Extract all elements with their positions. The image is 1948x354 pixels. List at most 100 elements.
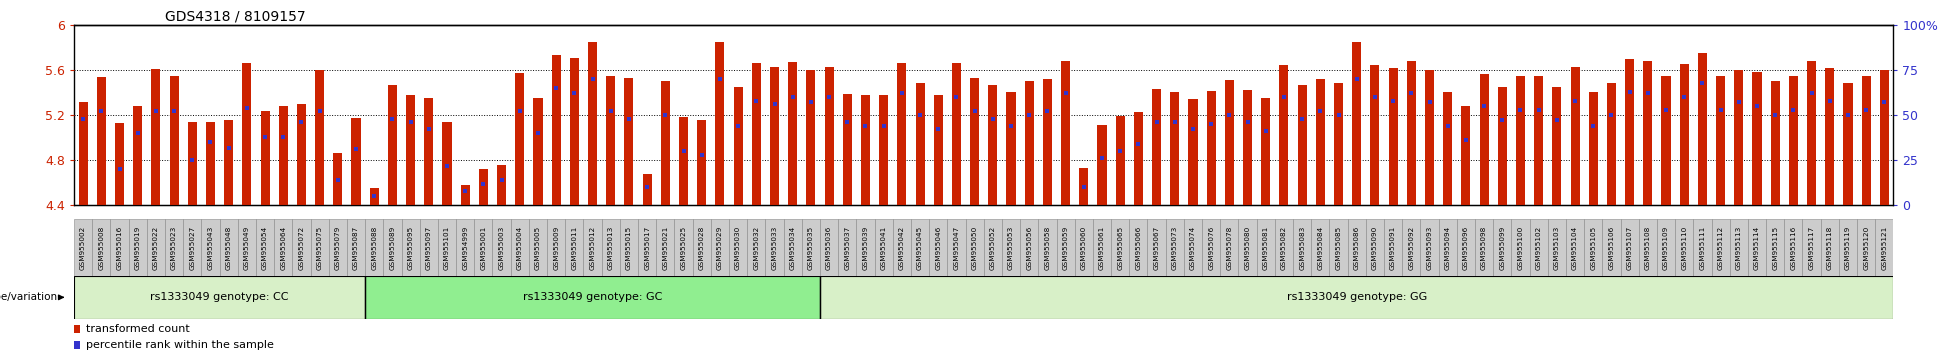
Text: rs1333049 genotype: GC: rs1333049 genotype: GC: [522, 292, 662, 302]
Bar: [1093, 219, 1110, 278]
Bar: [1366, 219, 1383, 278]
Bar: [169, 75, 179, 205]
Text: GSM955021: GSM955021: [662, 225, 668, 270]
Bar: [370, 188, 378, 205]
Bar: [947, 219, 966, 278]
Bar: [364, 219, 384, 278]
Text: GSM955119: GSM955119: [1845, 225, 1851, 270]
Text: GSM955056: GSM955056: [1027, 225, 1032, 270]
Bar: [929, 219, 947, 278]
Bar: [674, 219, 693, 278]
Bar: [693, 219, 711, 278]
Bar: [238, 219, 255, 278]
Text: GSM955008: GSM955008: [97, 225, 105, 270]
Bar: [187, 122, 197, 205]
Text: GSM955015: GSM955015: [625, 225, 631, 270]
Bar: [388, 85, 397, 205]
Bar: [401, 219, 419, 278]
Bar: [1644, 61, 1652, 205]
Bar: [1079, 168, 1089, 205]
Bar: [1369, 65, 1379, 205]
Bar: [1767, 219, 1784, 278]
Bar: [405, 95, 415, 205]
Bar: [625, 78, 633, 205]
Bar: [493, 219, 510, 278]
Bar: [92, 219, 111, 278]
Text: GSM955041: GSM955041: [880, 225, 886, 270]
Bar: [843, 93, 851, 205]
Bar: [1184, 219, 1202, 278]
Bar: [1239, 219, 1256, 278]
Text: GSM955047: GSM955047: [953, 225, 960, 270]
Text: GSM955108: GSM955108: [1644, 225, 1650, 270]
Text: GSM955082: GSM955082: [1282, 225, 1288, 270]
Text: GSM955075: GSM955075: [318, 225, 323, 270]
Text: GSM955059: GSM955059: [1062, 225, 1069, 270]
Text: GSM955052: GSM955052: [990, 225, 995, 270]
Bar: [619, 219, 639, 278]
Bar: [78, 102, 88, 205]
Text: GSM955023: GSM955023: [171, 225, 177, 270]
Bar: [1130, 219, 1147, 278]
Bar: [364, 276, 820, 319]
Text: GSM955088: GSM955088: [372, 225, 378, 270]
Text: GSM955100: GSM955100: [1517, 225, 1523, 270]
Text: genotype/variation: genotype/variation: [0, 292, 58, 302]
Bar: [74, 276, 364, 319]
Bar: [183, 219, 201, 278]
Text: GSM955002: GSM955002: [80, 225, 86, 270]
Bar: [1516, 75, 1525, 205]
Bar: [1712, 219, 1730, 278]
Bar: [1549, 219, 1566, 278]
Bar: [1843, 84, 1853, 205]
Bar: [1062, 61, 1069, 205]
Bar: [111, 219, 129, 278]
Text: GSM955080: GSM955080: [1245, 225, 1251, 270]
Text: GSM955035: GSM955035: [808, 225, 814, 270]
Bar: [419, 219, 438, 278]
Text: GSM955003: GSM955003: [499, 225, 505, 270]
Text: GSM955065: GSM955065: [1118, 225, 1124, 270]
Text: GSM955101: GSM955101: [444, 225, 450, 270]
Bar: [1553, 87, 1562, 205]
Bar: [1607, 84, 1617, 205]
Bar: [347, 219, 364, 278]
Bar: [1297, 85, 1307, 205]
Bar: [602, 219, 619, 278]
Text: GSM955110: GSM955110: [1681, 225, 1687, 270]
Bar: [1825, 68, 1835, 205]
Text: GSM955050: GSM955050: [972, 225, 978, 270]
Text: GSM955115: GSM955115: [1773, 225, 1779, 270]
Bar: [1403, 219, 1420, 278]
Bar: [1171, 92, 1179, 205]
Text: GSM955102: GSM955102: [1535, 225, 1541, 270]
Bar: [1225, 80, 1233, 205]
Bar: [129, 219, 146, 278]
Bar: [1862, 75, 1870, 205]
Bar: [892, 219, 912, 278]
Bar: [1424, 70, 1434, 205]
Bar: [711, 219, 729, 278]
Bar: [384, 219, 401, 278]
Bar: [1480, 74, 1488, 205]
Bar: [861, 95, 871, 205]
Bar: [275, 219, 292, 278]
Bar: [766, 219, 783, 278]
Bar: [74, 219, 92, 278]
Text: GSM955087: GSM955087: [353, 225, 358, 270]
Bar: [1329, 219, 1348, 278]
Text: GSM955098: GSM955098: [1480, 225, 1486, 270]
Text: GSM955104: GSM955104: [1572, 225, 1578, 270]
Bar: [333, 153, 343, 205]
Bar: [734, 87, 742, 205]
Text: GSM955076: GSM955076: [1208, 225, 1214, 270]
Text: GDS4318 / 8109157: GDS4318 / 8109157: [166, 10, 306, 24]
Text: GSM955004: GSM955004: [516, 225, 522, 270]
Bar: [1206, 91, 1216, 205]
Bar: [1202, 219, 1219, 278]
Bar: [316, 70, 323, 205]
Bar: [565, 219, 584, 278]
Bar: [916, 84, 925, 205]
Bar: [166, 219, 183, 278]
Bar: [1151, 89, 1161, 205]
